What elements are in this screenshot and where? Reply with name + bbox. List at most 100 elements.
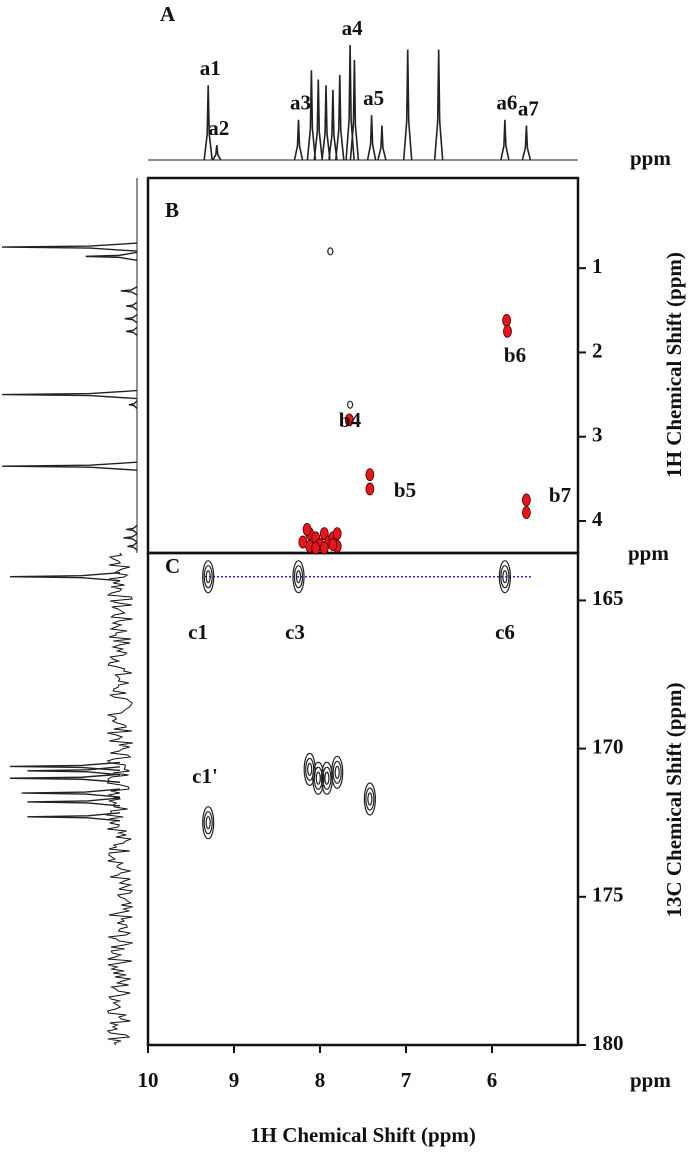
peak-label: a6: [496, 91, 517, 115]
x-tick-label: 8: [315, 1068, 326, 1092]
peak: [306, 70, 317, 161]
contour-ring: [331, 755, 344, 789]
peak-label: a5: [363, 86, 384, 110]
projection-peak: [9, 572, 121, 582]
peak: [521, 125, 532, 161]
peak-label: b5: [394, 478, 416, 502]
peak-label: a2: [208, 116, 229, 140]
cross-peak: [202, 560, 215, 594]
contour-ring: [363, 782, 376, 816]
cross-peak: [320, 761, 333, 795]
panel-title: B: [165, 198, 179, 222]
x-tick-label: 7: [401, 1068, 412, 1092]
contour-blob: [332, 527, 342, 541]
cross-peak: [327, 247, 334, 256]
y-axis-label: 13C Chemical Shift (ppm): [662, 682, 686, 917]
projection-peak: [85, 251, 138, 262]
contour-ring: [367, 792, 373, 806]
peak-label: a1: [200, 56, 221, 80]
peak: [313, 79, 324, 161]
contour-blob: [344, 413, 354, 427]
contour-ring: [498, 560, 511, 594]
cross-peak: [332, 527, 342, 541]
peak: [328, 89, 338, 161]
peak-label: b7: [549, 483, 571, 507]
projection-peak: [120, 286, 138, 296]
projection-peak: [9, 761, 121, 772]
y-tick-label: 2: [592, 338, 603, 362]
projection-peak: [127, 541, 138, 551]
contour-blob: [328, 538, 338, 551]
contour-ring: [293, 565, 304, 589]
contour-ring: [332, 760, 342, 784]
y-tick-label: 175: [592, 883, 624, 907]
peak: [366, 115, 377, 161]
contour-blob: [365, 482, 375, 496]
peak: [402, 49, 413, 161]
cross-peak: [328, 538, 338, 551]
projection-peak: [27, 766, 121, 776]
cross-peak: [311, 541, 321, 555]
peak-label: c6: [495, 620, 515, 644]
peak-label: b4: [339, 408, 362, 432]
contour-blob: [522, 493, 531, 507]
contour-blob: [302, 523, 312, 536]
peak-label: c1: [188, 620, 208, 644]
cross-peak: [319, 541, 329, 555]
contour-ring: [202, 806, 215, 840]
contour-blob: [522, 506, 531, 519]
peak-label: a7: [518, 96, 539, 120]
y-tick-label: 165: [592, 586, 624, 610]
peak: [203, 85, 213, 161]
peak-label: c3: [285, 620, 305, 644]
peak-label: a4: [342, 16, 364, 40]
peak-label: b6: [504, 343, 526, 367]
contour-blob: [365, 468, 375, 482]
peak: [349, 59, 360, 161]
cross-peak: [365, 482, 375, 496]
contour-ring: [205, 816, 211, 830]
contour-ring: [322, 766, 332, 790]
projection-peak: [128, 400, 138, 410]
cross-peak: [522, 493, 531, 507]
axis-unit: ppm: [630, 1068, 671, 1092]
contour-ring: [500, 565, 510, 589]
contour-blob: [311, 541, 321, 555]
contour-blob: [319, 541, 329, 555]
y-tick-label: 1: [592, 254, 603, 278]
peak: [293, 119, 304, 161]
y-tick-label: 3: [592, 423, 603, 447]
cross-peak: [302, 523, 312, 536]
y-tick-label: 170: [592, 734, 624, 758]
cross-peak: [331, 755, 344, 789]
contour-ring: [347, 400, 354, 409]
x-tick-label: 9: [229, 1068, 240, 1092]
contour-ring: [312, 761, 325, 795]
contour-blob: [298, 535, 308, 549]
contour-ring: [327, 247, 334, 256]
contour-ring: [324, 771, 330, 785]
cross-peak: [312, 761, 325, 795]
peak-label: c1': [192, 764, 218, 788]
cross-peak: [498, 560, 511, 594]
contour-blob: [503, 324, 512, 338]
projection-peak: [126, 524, 138, 534]
contour-ring: [205, 570, 211, 584]
peak: [321, 85, 331, 161]
peak: [334, 74, 345, 161]
axis-unit: ppm: [628, 541, 669, 565]
projection-peak: [1, 389, 138, 400]
cross-peak: [363, 782, 376, 816]
peak: [212, 144, 222, 161]
x-tick-label: 6: [487, 1068, 498, 1092]
projection-peak: [1, 242, 138, 252]
contour-ring: [292, 560, 305, 594]
projection-peak: [126, 301, 138, 311]
peak: [377, 125, 387, 161]
cross-peak: [292, 560, 305, 594]
cross-peak: [502, 314, 512, 327]
projection-peak: [126, 326, 138, 336]
cross-peak: [298, 535, 308, 549]
contour-ring: [303, 752, 316, 786]
y-tick-label: 4: [592, 507, 603, 531]
